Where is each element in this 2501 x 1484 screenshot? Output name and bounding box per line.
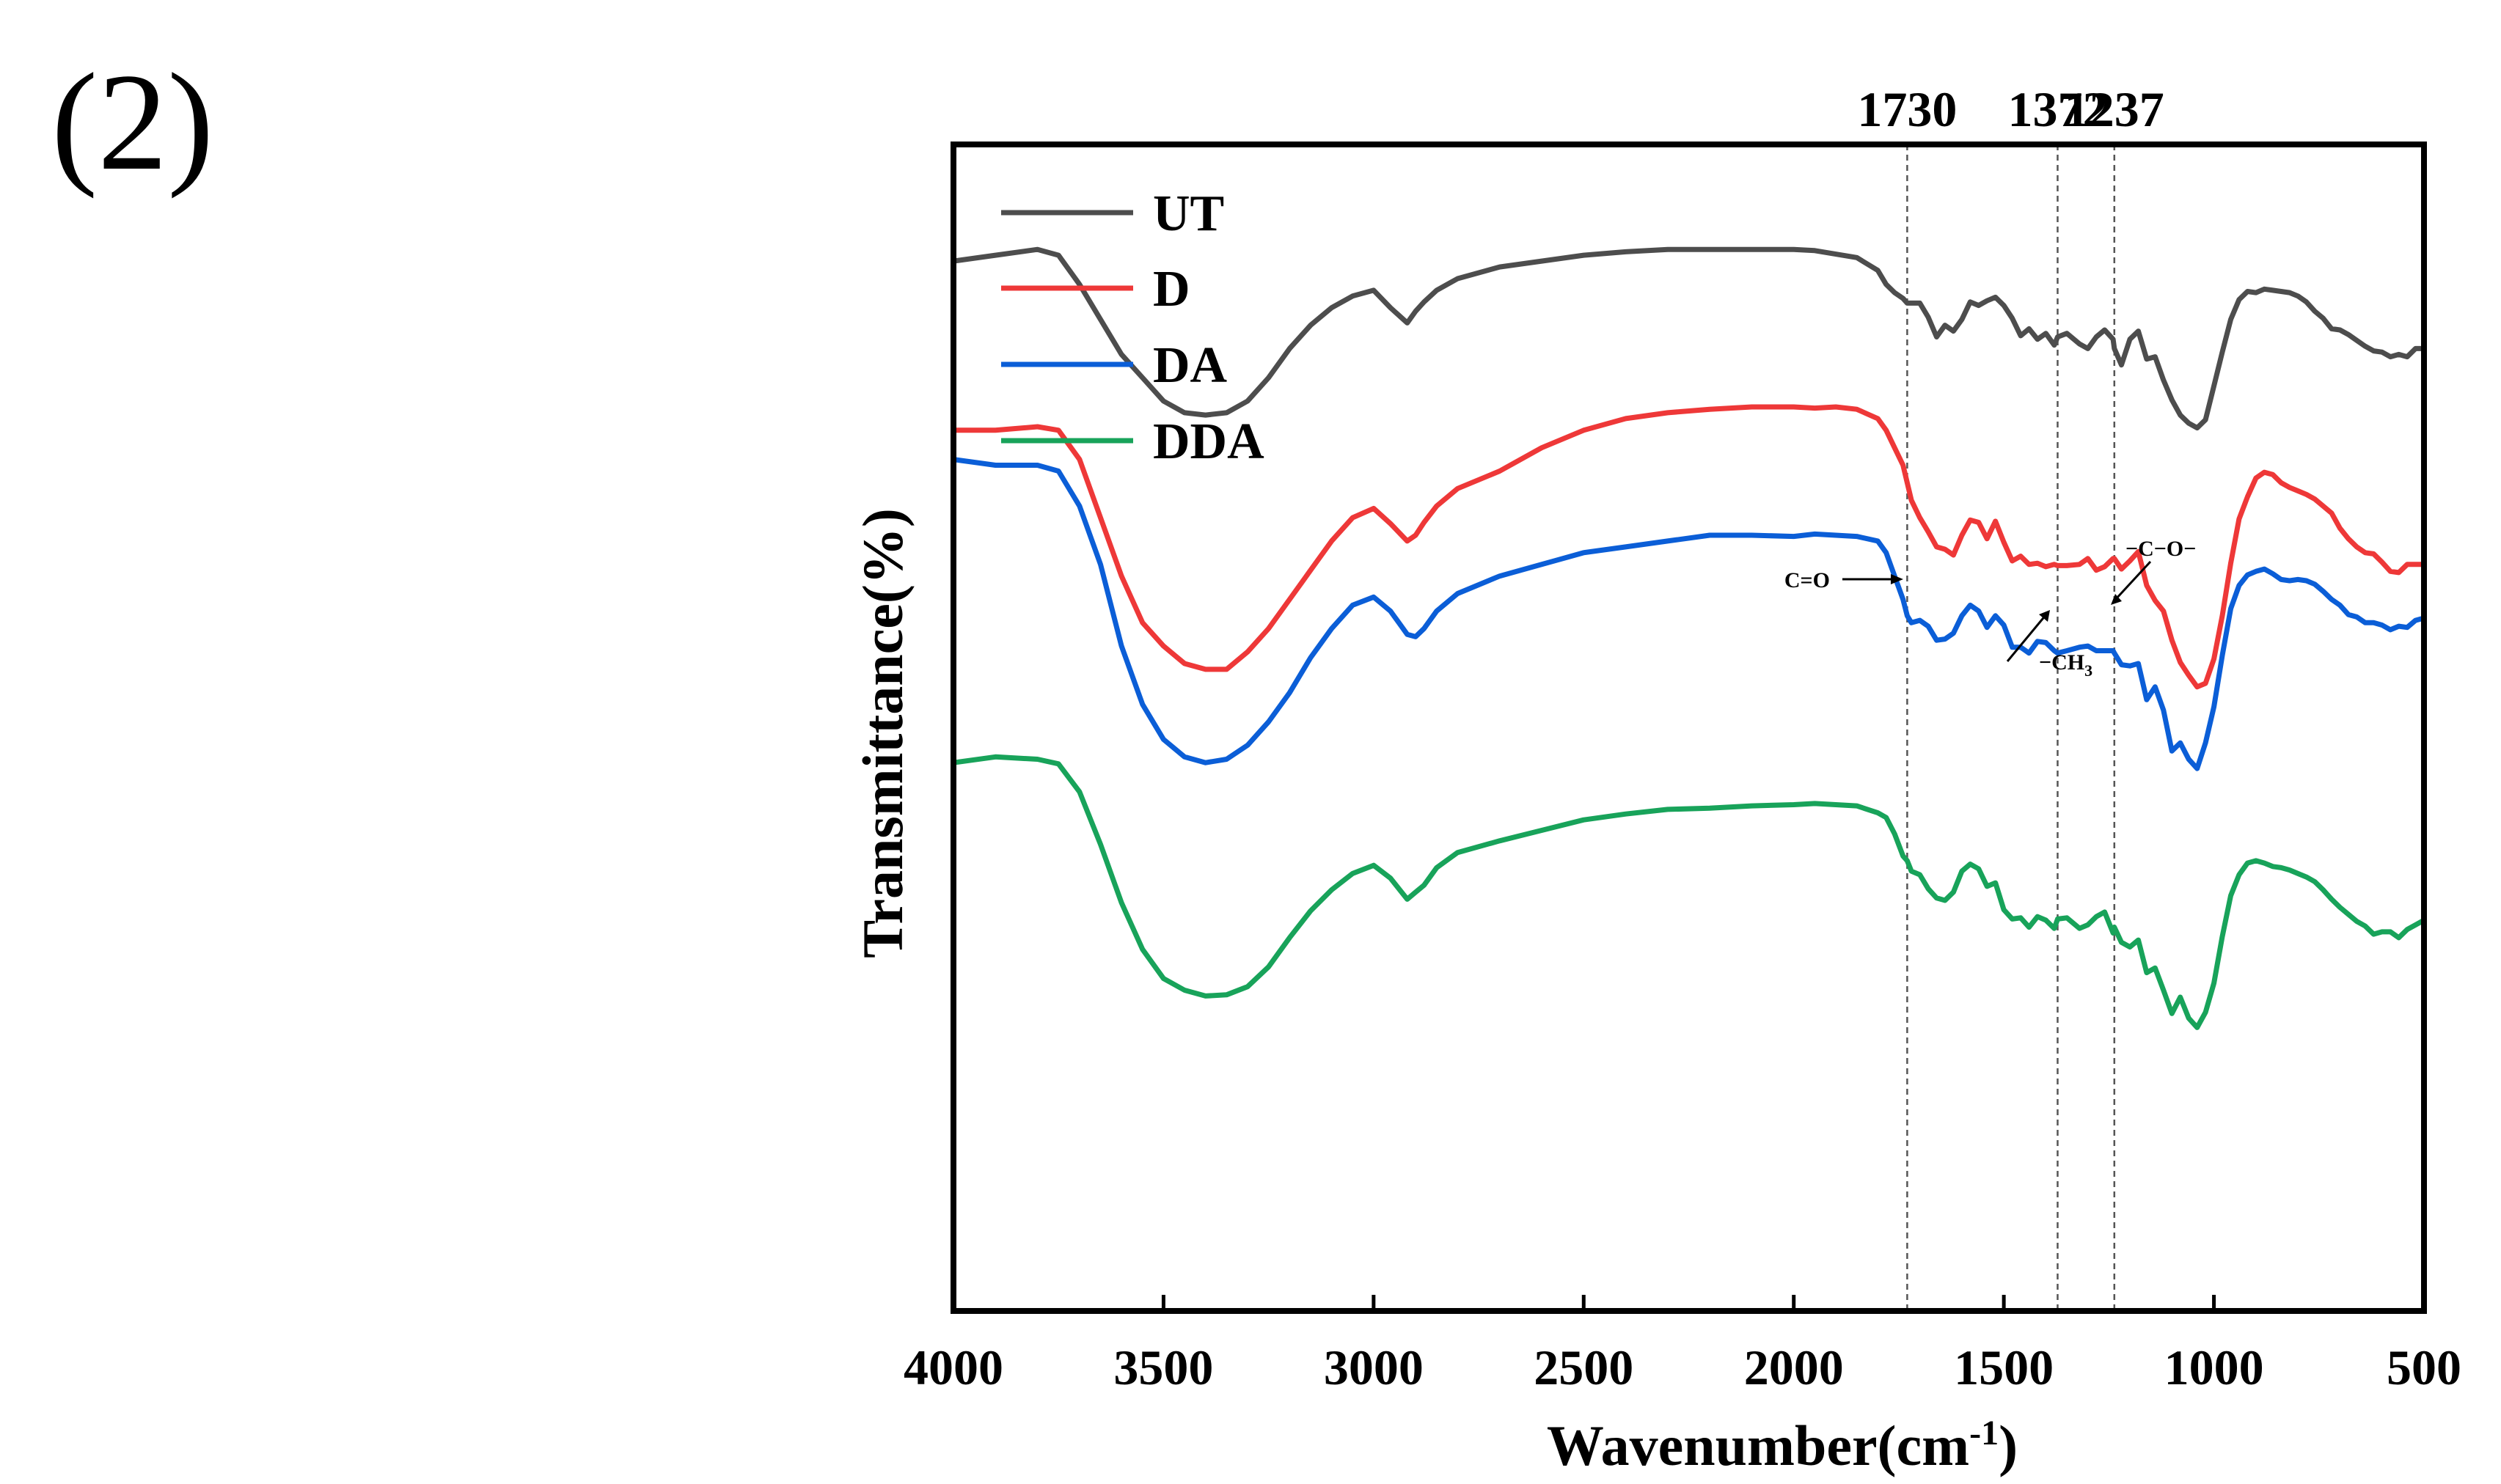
legend-label-d: D (1153, 261, 1190, 317)
x-tick-label-3000: 3000 (1324, 1340, 1424, 1395)
x-tick-label-1000: 1000 (2164, 1340, 2264, 1395)
y-axis-title: Transmittance(%) (851, 508, 915, 958)
annotation-ch3-arrowhead (2039, 610, 2050, 622)
annotation-ch3: −CH3 (2039, 650, 2092, 680)
x-axis-title-main: Wavenumber(cm (1547, 1414, 1969, 1477)
x-axis-title-suffix: ) (1999, 1414, 2018, 1477)
annotation-c-o-arrowhead (2111, 594, 2122, 605)
x-tick-label-1500: 1500 (1954, 1340, 2054, 1395)
annotation-c-o: −C−O− (2125, 537, 2196, 561)
legend-label-dda: DDA (1153, 414, 1264, 470)
series-line-d (951, 404, 2427, 690)
annotation-ch3-subscript: 3 (2084, 661, 2092, 680)
x-axis-title: Wavenumber(cm-1) (1547, 1414, 2018, 1477)
series-line-ut (951, 246, 2427, 431)
x-tick-label-500: 500 (2387, 1340, 2461, 1395)
x-tick-label-2500: 2500 (1534, 1340, 1633, 1395)
panel-label: (2) (51, 45, 214, 199)
x-tick-label-2000: 2000 (1744, 1340, 1844, 1395)
x-axis-title-sup: -1 (1969, 1414, 1999, 1452)
plot-frame (951, 142, 2427, 1314)
series-line-da (951, 457, 2427, 771)
annotation-ch3-arrow (2006, 614, 2048, 662)
reference-label-1237: 1237 (2065, 81, 2164, 137)
legend-label-ut: UT (1153, 186, 1224, 242)
annotation-co: C=O (1784, 568, 1830, 592)
reference-label-1730: 1730 (1857, 81, 1957, 137)
x-tick-label-3500: 3500 (1113, 1340, 1213, 1395)
x-tick-label-4000: 4000 (904, 1340, 1003, 1395)
annotation-co-arrowhead (1891, 574, 1903, 584)
annotation-c-o-arrow (2114, 560, 2152, 601)
series-line-dda (951, 754, 2427, 1030)
reference-label-1372: 1372 (2007, 81, 2107, 137)
legend-label-da: DA (1153, 337, 1228, 394)
